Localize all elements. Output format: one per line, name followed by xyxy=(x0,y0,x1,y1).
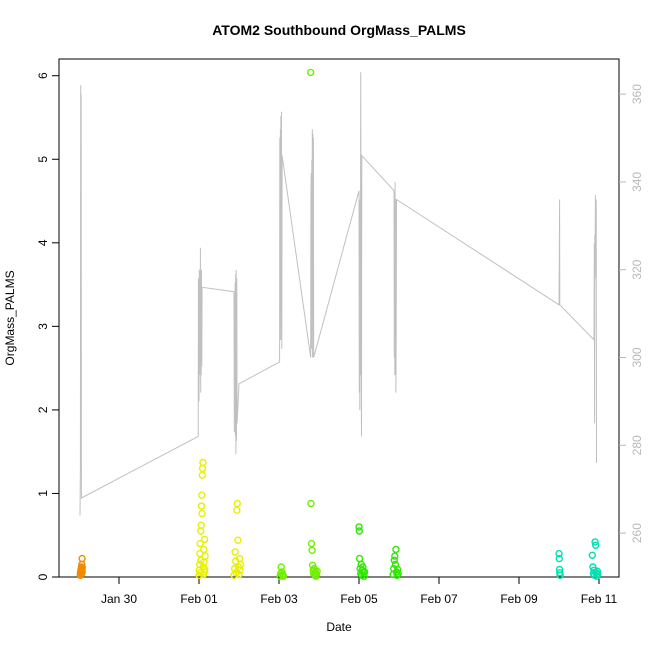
data-point xyxy=(588,551,596,559)
x-tick-label: Jan 30 xyxy=(101,592,137,606)
data-point xyxy=(307,499,315,508)
y2-tick-label: 300 xyxy=(630,347,644,367)
secondary-line-layer xyxy=(79,72,597,516)
x-tick-label: Feb 11 xyxy=(581,592,618,606)
data-point xyxy=(394,570,402,578)
y2-tick-label: 280 xyxy=(630,435,644,455)
data-point xyxy=(198,464,207,473)
data-point xyxy=(198,471,207,479)
plot-frame xyxy=(58,58,620,578)
data-point xyxy=(279,572,288,580)
data-point xyxy=(308,546,316,554)
data-point xyxy=(197,521,205,529)
data-point xyxy=(78,564,87,572)
x-tick-label: Feb 03 xyxy=(260,592,298,606)
data-point xyxy=(196,539,204,548)
data-point xyxy=(201,552,209,560)
data-point xyxy=(360,572,368,580)
y-tick-label: 5 xyxy=(36,156,50,163)
y2-tick-label: 260 xyxy=(630,523,644,543)
y-tick-label: 3 xyxy=(36,323,50,330)
y-tick-label: 2 xyxy=(36,406,50,413)
data-point xyxy=(234,536,242,544)
data-point xyxy=(277,563,285,571)
y2-tick-label: 340 xyxy=(630,172,644,192)
y2-tick-label: 320 xyxy=(630,259,644,279)
data-point xyxy=(592,541,600,549)
y2-tick-label: 360 xyxy=(630,84,644,104)
data-point xyxy=(594,570,602,579)
data-point xyxy=(313,567,321,575)
data-point xyxy=(312,570,321,579)
data-point xyxy=(201,565,209,574)
data-point xyxy=(235,570,243,579)
y-tick-label: 4 xyxy=(36,239,50,246)
data-point xyxy=(78,568,86,576)
data-point xyxy=(197,502,206,510)
data-point xyxy=(390,556,398,564)
y-axis-label: OrgMass_PALMS xyxy=(3,270,17,365)
data-point xyxy=(196,527,205,535)
data-point xyxy=(233,499,242,508)
data-point xyxy=(198,509,206,518)
data-point xyxy=(355,554,364,563)
y-tick-label: 0 xyxy=(36,573,50,580)
data-point xyxy=(391,552,399,560)
data-point xyxy=(78,554,86,563)
data-point xyxy=(593,567,601,575)
data-point xyxy=(233,506,241,514)
x-axis-label: Date xyxy=(326,620,352,634)
x-tick-label: Feb 05 xyxy=(340,592,378,606)
data-point xyxy=(393,565,402,574)
data-point xyxy=(556,571,564,579)
data-point xyxy=(231,548,239,556)
data-point xyxy=(591,538,599,546)
data-point xyxy=(307,68,315,77)
data-point xyxy=(199,458,207,467)
data-point xyxy=(355,527,363,535)
data-point xyxy=(198,491,206,499)
data-point xyxy=(589,563,597,571)
y-tick-label: 6 xyxy=(36,72,50,79)
data-point xyxy=(355,523,363,531)
chart-title: ATOM2 Southbound OrgMass_PALMS xyxy=(212,22,466,38)
data-point xyxy=(307,539,316,548)
data-point xyxy=(392,545,400,554)
data-point xyxy=(200,535,209,544)
data-point xyxy=(360,568,369,576)
x-tick-label: Feb 09 xyxy=(500,592,538,606)
y-tick-label: 1 xyxy=(36,490,50,497)
secondary-series-line xyxy=(79,72,597,516)
points-layer xyxy=(76,68,602,580)
data-point xyxy=(555,554,563,563)
data-point xyxy=(555,549,563,558)
axes: Jan 30 Feb 01 Feb 03 Feb 05 Feb 07 Feb 09 Feb … xyxy=(36,58,644,606)
data-point xyxy=(199,545,208,554)
data-point xyxy=(236,560,245,569)
x-tick-label: Feb 01 xyxy=(180,592,218,606)
x-tick-label: Feb 07 xyxy=(420,592,458,606)
